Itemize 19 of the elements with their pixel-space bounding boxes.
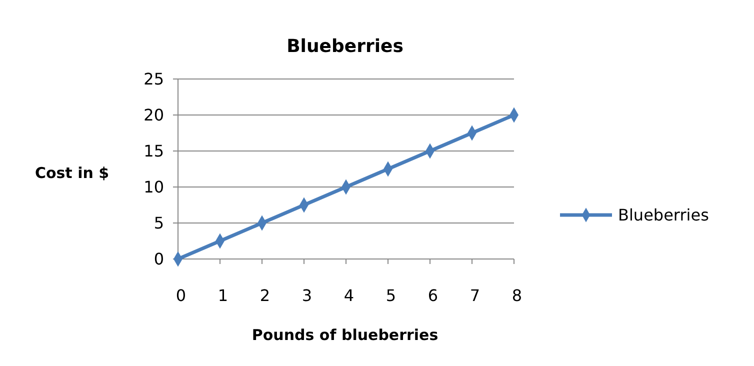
chart-title: Blueberries bbox=[286, 36, 404, 57]
y-tick-label: 5 bbox=[154, 214, 164, 233]
y-tick-label: 20 bbox=[144, 106, 164, 125]
y-tick-label: 15 bbox=[144, 142, 164, 161]
x-tick-label: 8 bbox=[512, 286, 522, 305]
y-tick-label: 0 bbox=[154, 250, 164, 269]
x-tick-label: 6 bbox=[428, 286, 438, 305]
legend-label: Blueberries bbox=[618, 206, 709, 225]
x-tick-label: 1 bbox=[218, 286, 228, 305]
y-axis-title: Cost in $ bbox=[34, 164, 110, 182]
x-axis-title: Pounds of blueberries bbox=[252, 326, 438, 344]
x-tick-label: 0 bbox=[176, 286, 186, 305]
x-tick-label: 5 bbox=[386, 286, 396, 305]
x-tick-label: 4 bbox=[344, 286, 354, 305]
x-tick-label: 3 bbox=[302, 286, 312, 305]
y-tick-label: 25 bbox=[144, 70, 164, 89]
x-tick-label: 2 bbox=[260, 286, 270, 305]
y-tick-label: 10 bbox=[144, 178, 164, 197]
x-tick-label: 7 bbox=[470, 286, 480, 305]
